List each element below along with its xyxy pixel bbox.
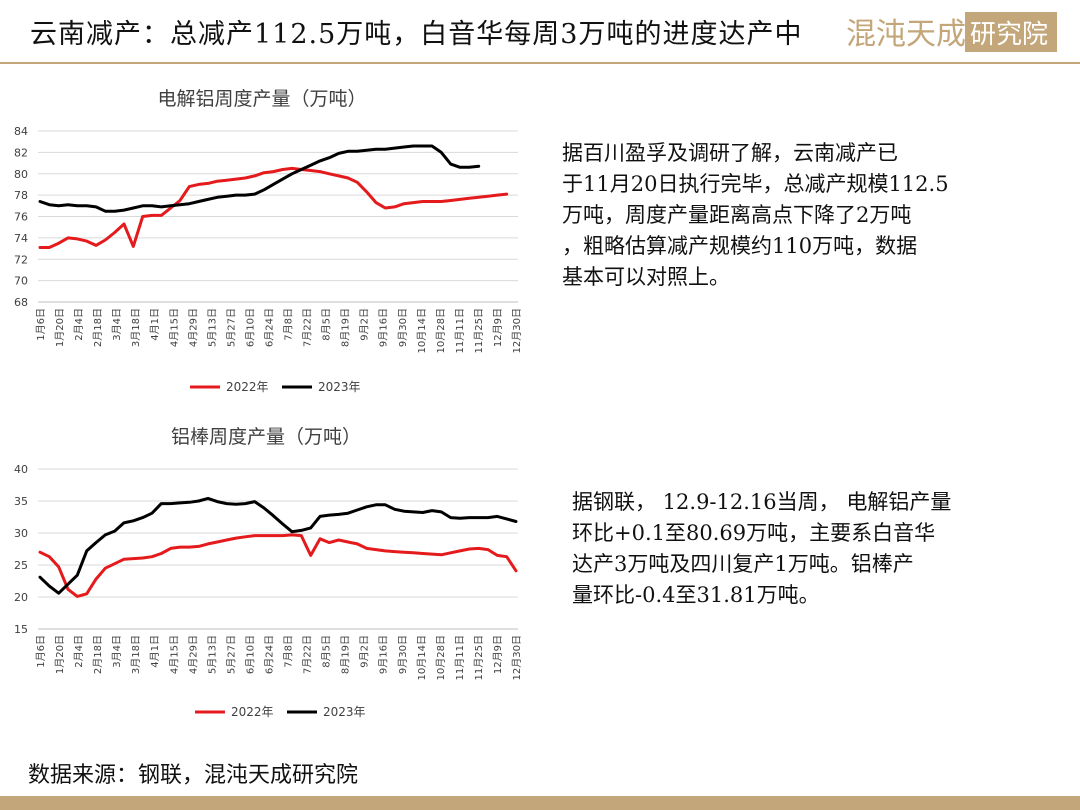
x-tick-label: 7月8日: [283, 308, 295, 341]
y-tick-label: 70: [14, 275, 28, 288]
x-tick-label: 10月14日: [416, 308, 428, 353]
legend-label: 2022年: [231, 705, 274, 719]
x-tick-label: 2月18日: [92, 635, 104, 674]
x-tick-label: 6月10日: [244, 308, 256, 347]
x-tick-label: 2月4日: [73, 635, 85, 668]
x-tick-label: 7月22日: [302, 635, 314, 674]
brand-logo: 混沌天成 研究院: [840, 8, 1060, 56]
commentary-note-1: 据百川盈孚及调研了解，云南减产已 于11月20日执行完毕，总减产规模112.5 …: [562, 138, 949, 293]
slide-header: 云南减产：总减产112.5万吨，白音华每周3万吨的进度达产中 混沌天成 研究院: [0, 0, 1080, 64]
x-tick-label: 11月11日: [454, 308, 466, 353]
y-tick-label: 20: [14, 591, 28, 604]
note-line: 万吨，周度产量距离高点下降了2万吨: [562, 203, 912, 227]
chart-aluminum-rod-weekly-output: 铝棒周度产量（万吨） 15 20 25 30 35 40 1月6日 1月20日 2月4日 2月18日…: [0, 418, 540, 730]
x-tick-label: 7月22日: [302, 308, 314, 347]
x-tick-label: 1月20日: [54, 635, 66, 674]
footer-bar: [0, 796, 1080, 810]
x-tick-label: 4月15日: [168, 635, 180, 674]
y-tick-label: 84: [14, 125, 28, 138]
x-tick-label: 5月13日: [206, 635, 218, 674]
y-tick-label: 74: [14, 232, 28, 245]
legend-label: 2022年: [226, 380, 269, 394]
x-tick-label: 9月30日: [397, 308, 409, 347]
x-tick-label: 11月25日: [473, 635, 485, 680]
x-tick-label: 3月4日: [111, 308, 123, 341]
y-tick-label: 72: [14, 253, 28, 266]
x-tick-label: 1月6日: [35, 635, 47, 668]
logo-text-sub: 研究院: [970, 20, 1048, 50]
x-tick-label: 11月25日: [473, 308, 485, 353]
x-tick-label: 9月16日: [378, 635, 390, 674]
x-tick-label: 5月13日: [206, 308, 218, 347]
x-tick-label: 12月30日: [511, 635, 523, 680]
x-tick-label: 12月9日: [492, 635, 504, 674]
y-tick-label: 80: [14, 168, 28, 181]
series-line-2022年: [38, 533, 518, 598]
x-tick-label: 8月5日: [321, 308, 333, 341]
x-tick-label: 6月24日: [263, 635, 275, 674]
x-tick-label: 8月5日: [321, 635, 333, 668]
x-tick-label: 9月2日: [359, 308, 371, 341]
note-line: 据百川盈孚及调研了解，云南减产已: [562, 141, 898, 165]
x-tick-label: 2月18日: [92, 308, 104, 347]
series-line-2022年: [38, 166, 509, 249]
y-tick-label: 40: [14, 463, 28, 476]
x-tick-label: 4月1日: [149, 308, 161, 341]
x-tick-label: 11月11日: [454, 635, 466, 680]
y-tick-label: 15: [14, 623, 28, 636]
note-line: 于11月20日执行完毕，总减产规模112.5: [562, 172, 949, 196]
x-tick-label: 8月19日: [340, 635, 352, 674]
x-tick-label: 4月15日: [168, 308, 180, 347]
data-source: 数据来源：钢联，混沌天成研究院: [28, 763, 359, 788]
y-tick-label: 35: [14, 495, 28, 508]
y-tick-label: 30: [14, 527, 28, 540]
y-tick-label: 68: [14, 296, 28, 309]
x-tick-label: 7月8日: [283, 635, 295, 668]
chart-title: 电解铝周度产量（万吨）: [157, 88, 366, 110]
note-line: 达产3万吨及四川复产1万吨。铝棒产: [572, 552, 914, 576]
note-line: 据钢联， 12.9-12.16当周， 电解铝产量: [572, 490, 952, 514]
legend-label: 2023年: [323, 705, 366, 719]
x-tick-label: 1月20日: [54, 308, 66, 347]
series-line-2023年: [38, 144, 481, 213]
note-line: 环比+0.1至80.69万吨，主要系白音华: [572, 521, 936, 545]
logo-text-main: 混沌天成: [846, 17, 966, 52]
chart-aluminum-weekly-output: 电解铝周度产量（万吨） 68 70 72 74 76 78 80 82 84 1月6日 1月20日 2月…: [0, 80, 540, 400]
legend-label: 2023年: [318, 380, 361, 394]
x-tick-label: 9月16日: [378, 308, 390, 347]
x-tick-label: 4月29日: [187, 308, 199, 347]
x-tick-label: 3月18日: [130, 635, 142, 674]
x-tick-label: 3月18日: [130, 308, 142, 347]
x-tick-label: 6月24日: [263, 308, 275, 347]
x-tick-label: 4月29日: [187, 635, 199, 674]
y-tick-label: 76: [14, 211, 28, 224]
chart-title: 铝棒周度产量（万吨）: [171, 426, 361, 448]
x-tick-label: 10月14日: [416, 635, 428, 680]
x-tick-label: 10月28日: [435, 308, 447, 353]
x-tick-label: 5月27日: [225, 635, 237, 674]
y-tick-label: 25: [14, 559, 28, 572]
series-line-2023年: [38, 496, 518, 595]
x-tick-label: 10月28日: [435, 635, 447, 680]
x-tick-label: 9月2日: [359, 635, 371, 668]
x-tick-label: 6月10日: [244, 635, 256, 674]
y-tick-label: 78: [14, 189, 28, 202]
x-tick-label: 5月27日: [225, 308, 237, 347]
x-tick-label: 9月30日: [397, 635, 409, 674]
x-tick-label: 3月4日: [111, 635, 123, 668]
header-divider: [0, 62, 1080, 64]
slide-title: 云南减产：总减产112.5万吨，白音华每周3万吨的进度达产中: [30, 19, 803, 50]
x-tick-label: 4月1日: [149, 635, 161, 668]
note-line: 基本可以对照上。: [562, 265, 730, 289]
x-tick-label: 12月30日: [511, 308, 523, 353]
x-tick-label: 2月4日: [73, 308, 85, 341]
note-line: ，粗略估算减产规模约110万吨，数据: [562, 234, 918, 258]
note-line: 量环比-0.4至31.81万吨。: [572, 583, 820, 607]
x-tick-label: 12月9日: [492, 308, 504, 347]
commentary-note-2: 据钢联， 12.9-12.16当周， 电解铝产量 环比+0.1至80.69万吨，…: [572, 487, 951, 611]
y-tick-label: 82: [14, 146, 28, 159]
x-tick-label: 1月6日: [35, 308, 47, 341]
x-tick-label: 8月19日: [340, 308, 352, 347]
